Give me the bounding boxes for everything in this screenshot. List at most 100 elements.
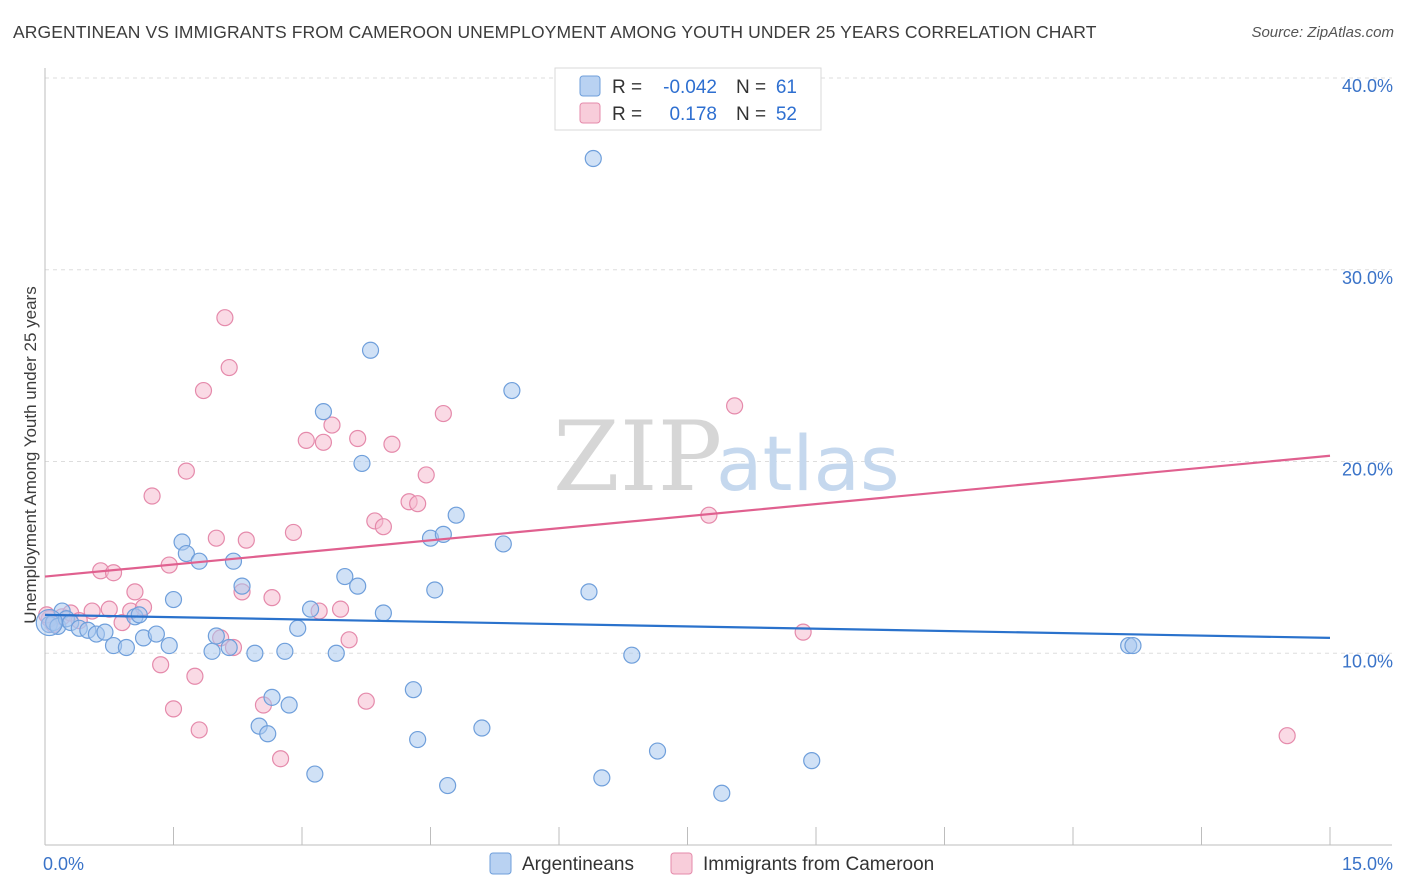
- point-argentineans: [164, 590, 183, 609]
- point-cameroon: [216, 309, 234, 327]
- point-argentineans: [349, 577, 367, 595]
- point-cameroon: [323, 416, 341, 434]
- point-cameroon: [1278, 727, 1296, 745]
- trend-lines: [44, 454, 1331, 640]
- legend-r-value: 0.178: [669, 104, 717, 125]
- point-cameroon: [263, 589, 281, 607]
- legend-r-value: -0.042: [663, 77, 717, 98]
- point-argentineans: [203, 642, 221, 660]
- point-argentineans: [584, 149, 602, 168]
- chart-title: ARGENTINEAN VS IMMIGRANTS FROM CAMEROON …: [13, 22, 1097, 42]
- point-cameroon: [190, 721, 208, 739]
- point-cameroon: [284, 523, 303, 542]
- y-tick-label: 20.0%: [1342, 460, 1393, 480]
- point-argentineans: [280, 696, 298, 714]
- point-argentineans: [147, 625, 165, 643]
- legend-n-label: N =: [736, 77, 766, 98]
- point-cameroon: [126, 583, 144, 601]
- point-argentineans: [233, 577, 251, 595]
- point-cameroon: [383, 435, 401, 453]
- y-tick-label: 30.0%: [1342, 268, 1393, 288]
- point-argentineans: [353, 454, 371, 473]
- point-argentineans: [306, 765, 324, 783]
- point-argentineans: [803, 752, 821, 770]
- point-cameroon: [186, 667, 204, 685]
- point-cameroon: [237, 531, 255, 549]
- point-cameroon: [331, 600, 350, 618]
- legend-swatch-blue: [579, 75, 601, 97]
- point-cameroon: [409, 495, 427, 513]
- legend-n-value: 52: [776, 104, 797, 125]
- point-cameroon: [152, 656, 170, 674]
- point-cameroon: [417, 466, 435, 484]
- point-argentineans: [473, 719, 491, 737]
- point-cameroon: [297, 431, 315, 450]
- point-argentineans: [246, 644, 264, 662]
- point-cameroon: [314, 433, 333, 451]
- point-argentineans: [623, 646, 641, 664]
- point-argentineans: [289, 619, 307, 637]
- point-cameroon: [100, 600, 118, 618]
- legend-swatch-cameroon: [670, 852, 693, 875]
- x-tick-label: 15.0%: [1342, 854, 1393, 874]
- watermark-zip: ZIP: [553, 401, 722, 513]
- point-argentineans: [177, 544, 195, 563]
- point-cameroon: [726, 397, 744, 415]
- legend-r-label: R =: [612, 104, 642, 125]
- point-cameroon: [164, 700, 183, 718]
- point-cameroon: [104, 564, 123, 582]
- point-argentineans: [117, 638, 135, 657]
- point-cameroon: [794, 623, 812, 641]
- point-cameroon: [207, 529, 225, 547]
- correlation-legend: R = -0.042 N = 61 R = 0.178 N = 52: [554, 67, 822, 131]
- point-argentineans: [426, 581, 444, 599]
- y-tick-labels: 10.0% 20.0% 30.0% 40.0%: [1342, 76, 1393, 671]
- point-cameroon: [349, 429, 367, 448]
- trend-line-cameroon: [44, 454, 1331, 578]
- point-argentineans: [259, 725, 277, 743]
- x-tick-label: 0.0%: [43, 854, 84, 874]
- point-cameroon: [374, 518, 392, 536]
- point-argentineans: [224, 552, 243, 570]
- point-argentineans: [648, 742, 667, 760]
- source-credit: Source: ZipAtlas.com: [1251, 24, 1394, 41]
- point-cameroon: [340, 631, 358, 649]
- point-argentineans: [336, 567, 354, 586]
- watermark-atlas: atlas: [716, 419, 900, 508]
- point-argentineans: [404, 681, 422, 699]
- point-argentineans: [220, 638, 238, 657]
- point-argentineans: [314, 403, 333, 421]
- y-axis-label: Unemployment Among Youth under 25 years: [21, 286, 40, 623]
- point-argentineans: [160, 636, 178, 655]
- legend-r-label: R =: [612, 77, 642, 98]
- point-cameroon: [220, 358, 238, 377]
- point-argentineans: [263, 688, 281, 706]
- point-argentineans: [503, 381, 521, 400]
- point-cameroon: [271, 750, 290, 768]
- point-argentineans: [439, 776, 457, 795]
- trend-line-argentineans: [44, 613, 1331, 640]
- point-argentineans: [327, 644, 345, 662]
- series-cameroon-points: [38, 309, 1296, 768]
- point-argentineans: [301, 600, 320, 618]
- point-argentineans: [1124, 636, 1142, 655]
- grid-lines: [45, 77, 1392, 654]
- point-argentineans: [494, 535, 512, 553]
- point-argentineans: [409, 730, 427, 749]
- legend-swatch-pink: [579, 102, 601, 124]
- point-argentineans: [96, 623, 114, 641]
- point-argentineans: [713, 784, 731, 802]
- legend-swatch-argentineans: [489, 852, 512, 875]
- point-cameroon: [357, 692, 375, 710]
- point-argentineans: [35, 608, 63, 637]
- legend-n-value: 61: [776, 77, 797, 98]
- point-argentineans: [130, 606, 148, 624]
- point-argentineans: [276, 642, 294, 660]
- point-cameroon: [143, 487, 161, 505]
- y-tick-label: 40.0%: [1342, 76, 1393, 96]
- point-argentineans: [447, 506, 465, 524]
- point-argentineans: [207, 627, 225, 645]
- legend-n-label: N =: [736, 104, 766, 125]
- axes: [44, 68, 1392, 846]
